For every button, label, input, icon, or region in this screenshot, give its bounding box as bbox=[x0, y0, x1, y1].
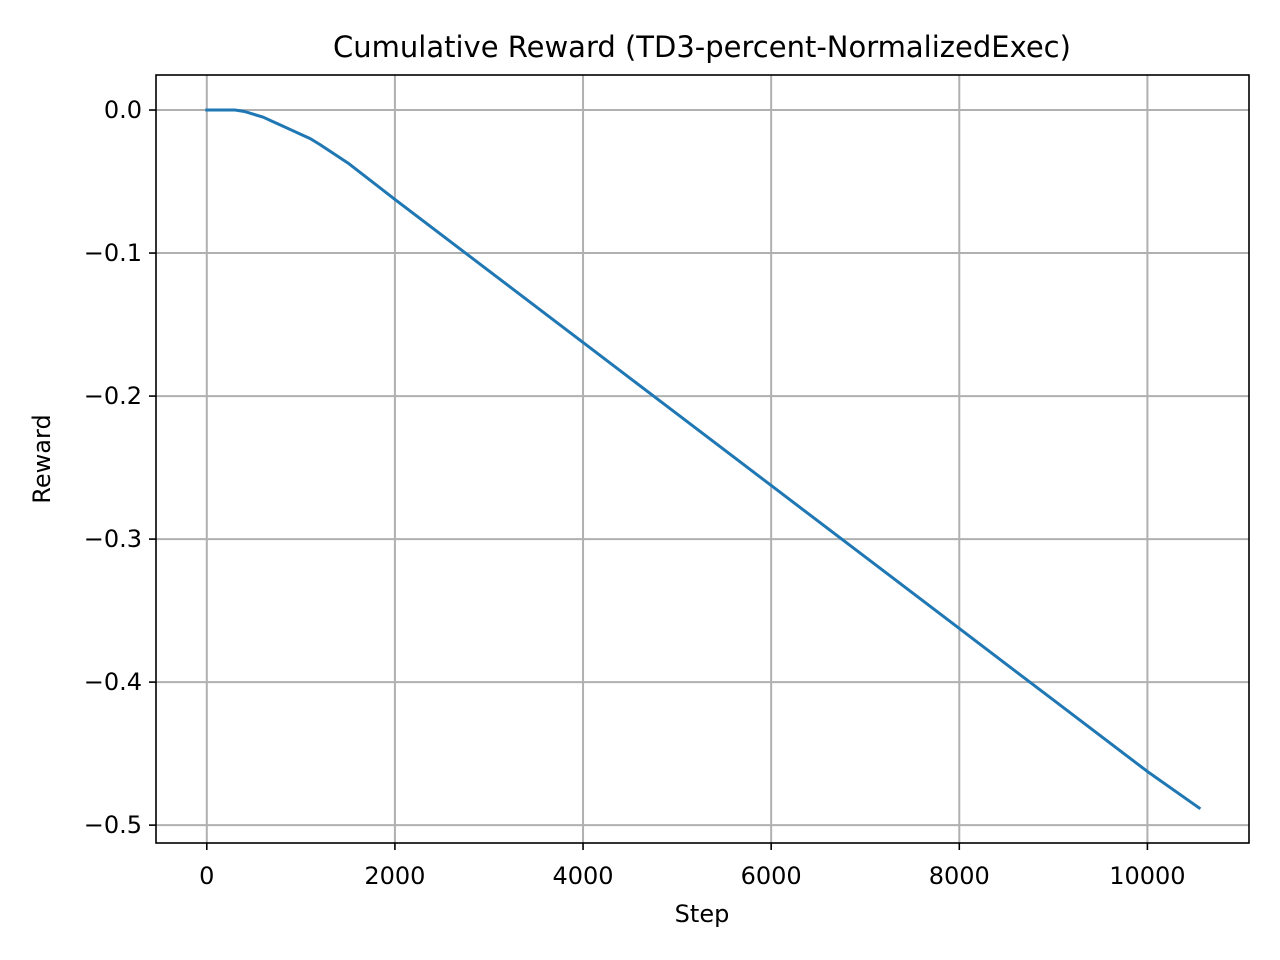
y-tick-label: −0.3 bbox=[84, 525, 142, 553]
grid-lines bbox=[156, 75, 1249, 843]
y-tick-label: −0.4 bbox=[84, 668, 142, 696]
plot-frame bbox=[155, 74, 1250, 844]
x-tick-label: 8000 bbox=[929, 862, 990, 890]
y-tick-labels: 0.0 −0.1 −0.2 −0.3 −0.4 −0.5 bbox=[84, 96, 142, 839]
chart-title: Cumulative Reward (TD3-percent-Normalize… bbox=[333, 30, 1071, 64]
y-tick-label: −0.2 bbox=[84, 382, 142, 410]
y-tick-label: −0.5 bbox=[84, 811, 142, 839]
x-tick-label: 6000 bbox=[741, 862, 802, 890]
y-tick-label: 0.0 bbox=[104, 96, 142, 124]
x-tick-label: 2000 bbox=[364, 862, 425, 890]
series-layer bbox=[205, 108, 1202, 811]
x-tick-label: 10000 bbox=[1109, 862, 1185, 890]
x-tick-label: 4000 bbox=[553, 862, 614, 890]
series-line-0 bbox=[205, 108, 1202, 811]
tick-marks bbox=[149, 109, 1149, 850]
x-axis-label: Step bbox=[675, 900, 730, 928]
y-tick-label: −0.1 bbox=[84, 239, 142, 267]
x-tick-labels: 0 2000 4000 6000 8000 10000 bbox=[199, 862, 1185, 890]
x-tick-label: 0 bbox=[199, 862, 214, 890]
y-axis-label: Reward bbox=[28, 414, 56, 503]
